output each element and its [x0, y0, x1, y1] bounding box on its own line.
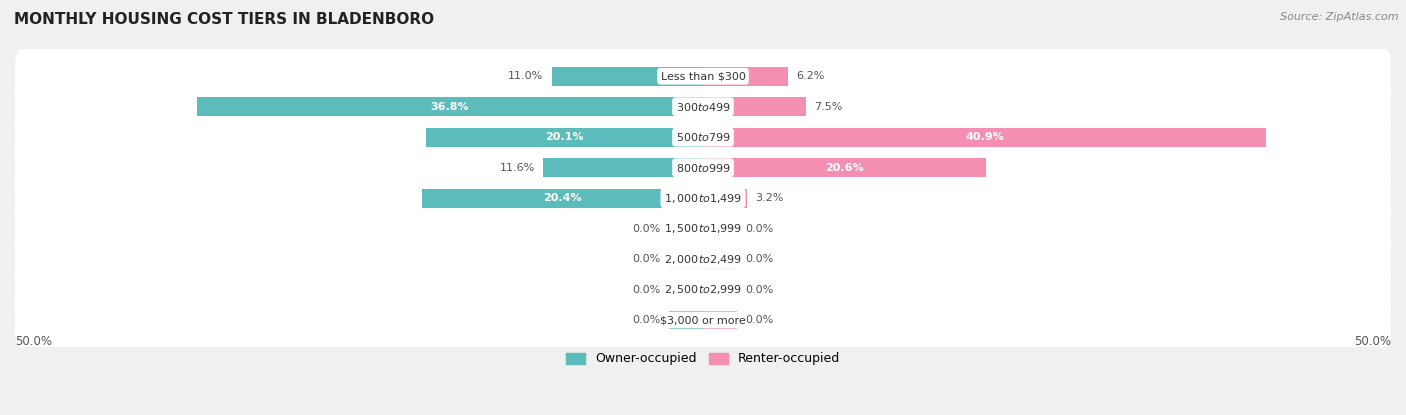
Bar — [197, 97, 703, 116]
Text: 0.0%: 0.0% — [633, 254, 661, 264]
Text: 0.0%: 0.0% — [745, 285, 773, 295]
FancyBboxPatch shape — [15, 293, 1391, 347]
Text: 20.1%: 20.1% — [546, 132, 583, 142]
Bar — [703, 280, 737, 299]
Text: 20.4%: 20.4% — [543, 193, 582, 203]
Bar — [703, 97, 806, 116]
FancyBboxPatch shape — [15, 262, 1391, 317]
FancyBboxPatch shape — [15, 80, 1391, 134]
Text: 11.6%: 11.6% — [501, 163, 536, 173]
FancyBboxPatch shape — [15, 110, 1391, 164]
Text: 0.0%: 0.0% — [633, 224, 661, 234]
Text: 20.6%: 20.6% — [825, 163, 865, 173]
Text: Less than $300: Less than $300 — [661, 71, 745, 81]
Text: 0.0%: 0.0% — [745, 224, 773, 234]
Text: Source: ZipAtlas.com: Source: ZipAtlas.com — [1281, 12, 1399, 22]
Bar — [703, 128, 1265, 146]
Legend: Owner-occupied, Renter-occupied: Owner-occupied, Renter-occupied — [561, 347, 845, 371]
Bar — [543, 158, 703, 177]
Text: 0.0%: 0.0% — [745, 315, 773, 325]
Text: 11.0%: 11.0% — [508, 71, 543, 81]
Text: 7.5%: 7.5% — [814, 102, 842, 112]
Text: 50.0%: 50.0% — [1354, 335, 1391, 348]
Text: $500 to $799: $500 to $799 — [675, 131, 731, 143]
Text: $1,500 to $1,999: $1,500 to $1,999 — [664, 222, 742, 235]
Bar — [703, 67, 789, 85]
Bar — [703, 310, 737, 330]
Bar — [422, 189, 703, 208]
Bar — [669, 280, 703, 299]
Text: 3.2%: 3.2% — [755, 193, 783, 203]
FancyBboxPatch shape — [15, 201, 1391, 256]
Bar — [551, 67, 703, 85]
Bar — [669, 219, 703, 238]
Text: 0.0%: 0.0% — [633, 285, 661, 295]
FancyBboxPatch shape — [15, 232, 1391, 286]
FancyBboxPatch shape — [15, 141, 1391, 195]
Text: $300 to $499: $300 to $499 — [675, 101, 731, 113]
Bar — [426, 128, 703, 146]
Text: 40.9%: 40.9% — [965, 132, 1004, 142]
Text: 36.8%: 36.8% — [430, 102, 470, 112]
Bar — [703, 249, 737, 269]
FancyBboxPatch shape — [15, 49, 1391, 103]
Text: $2,500 to $2,999: $2,500 to $2,999 — [664, 283, 742, 296]
Text: $1,000 to $1,499: $1,000 to $1,499 — [664, 192, 742, 205]
Bar — [669, 310, 703, 330]
Bar — [703, 189, 747, 208]
Bar — [669, 249, 703, 269]
Text: $3,000 or more: $3,000 or more — [661, 315, 745, 325]
Text: $2,000 to $2,499: $2,000 to $2,499 — [664, 253, 742, 266]
Text: 6.2%: 6.2% — [797, 71, 825, 81]
Text: 0.0%: 0.0% — [633, 315, 661, 325]
Text: $800 to $999: $800 to $999 — [675, 162, 731, 173]
Bar — [703, 158, 987, 177]
Bar — [703, 219, 737, 238]
Text: 50.0%: 50.0% — [15, 335, 52, 348]
Text: MONTHLY HOUSING COST TIERS IN BLADENBORO: MONTHLY HOUSING COST TIERS IN BLADENBORO — [14, 12, 434, 27]
Text: 0.0%: 0.0% — [745, 254, 773, 264]
FancyBboxPatch shape — [15, 171, 1391, 225]
